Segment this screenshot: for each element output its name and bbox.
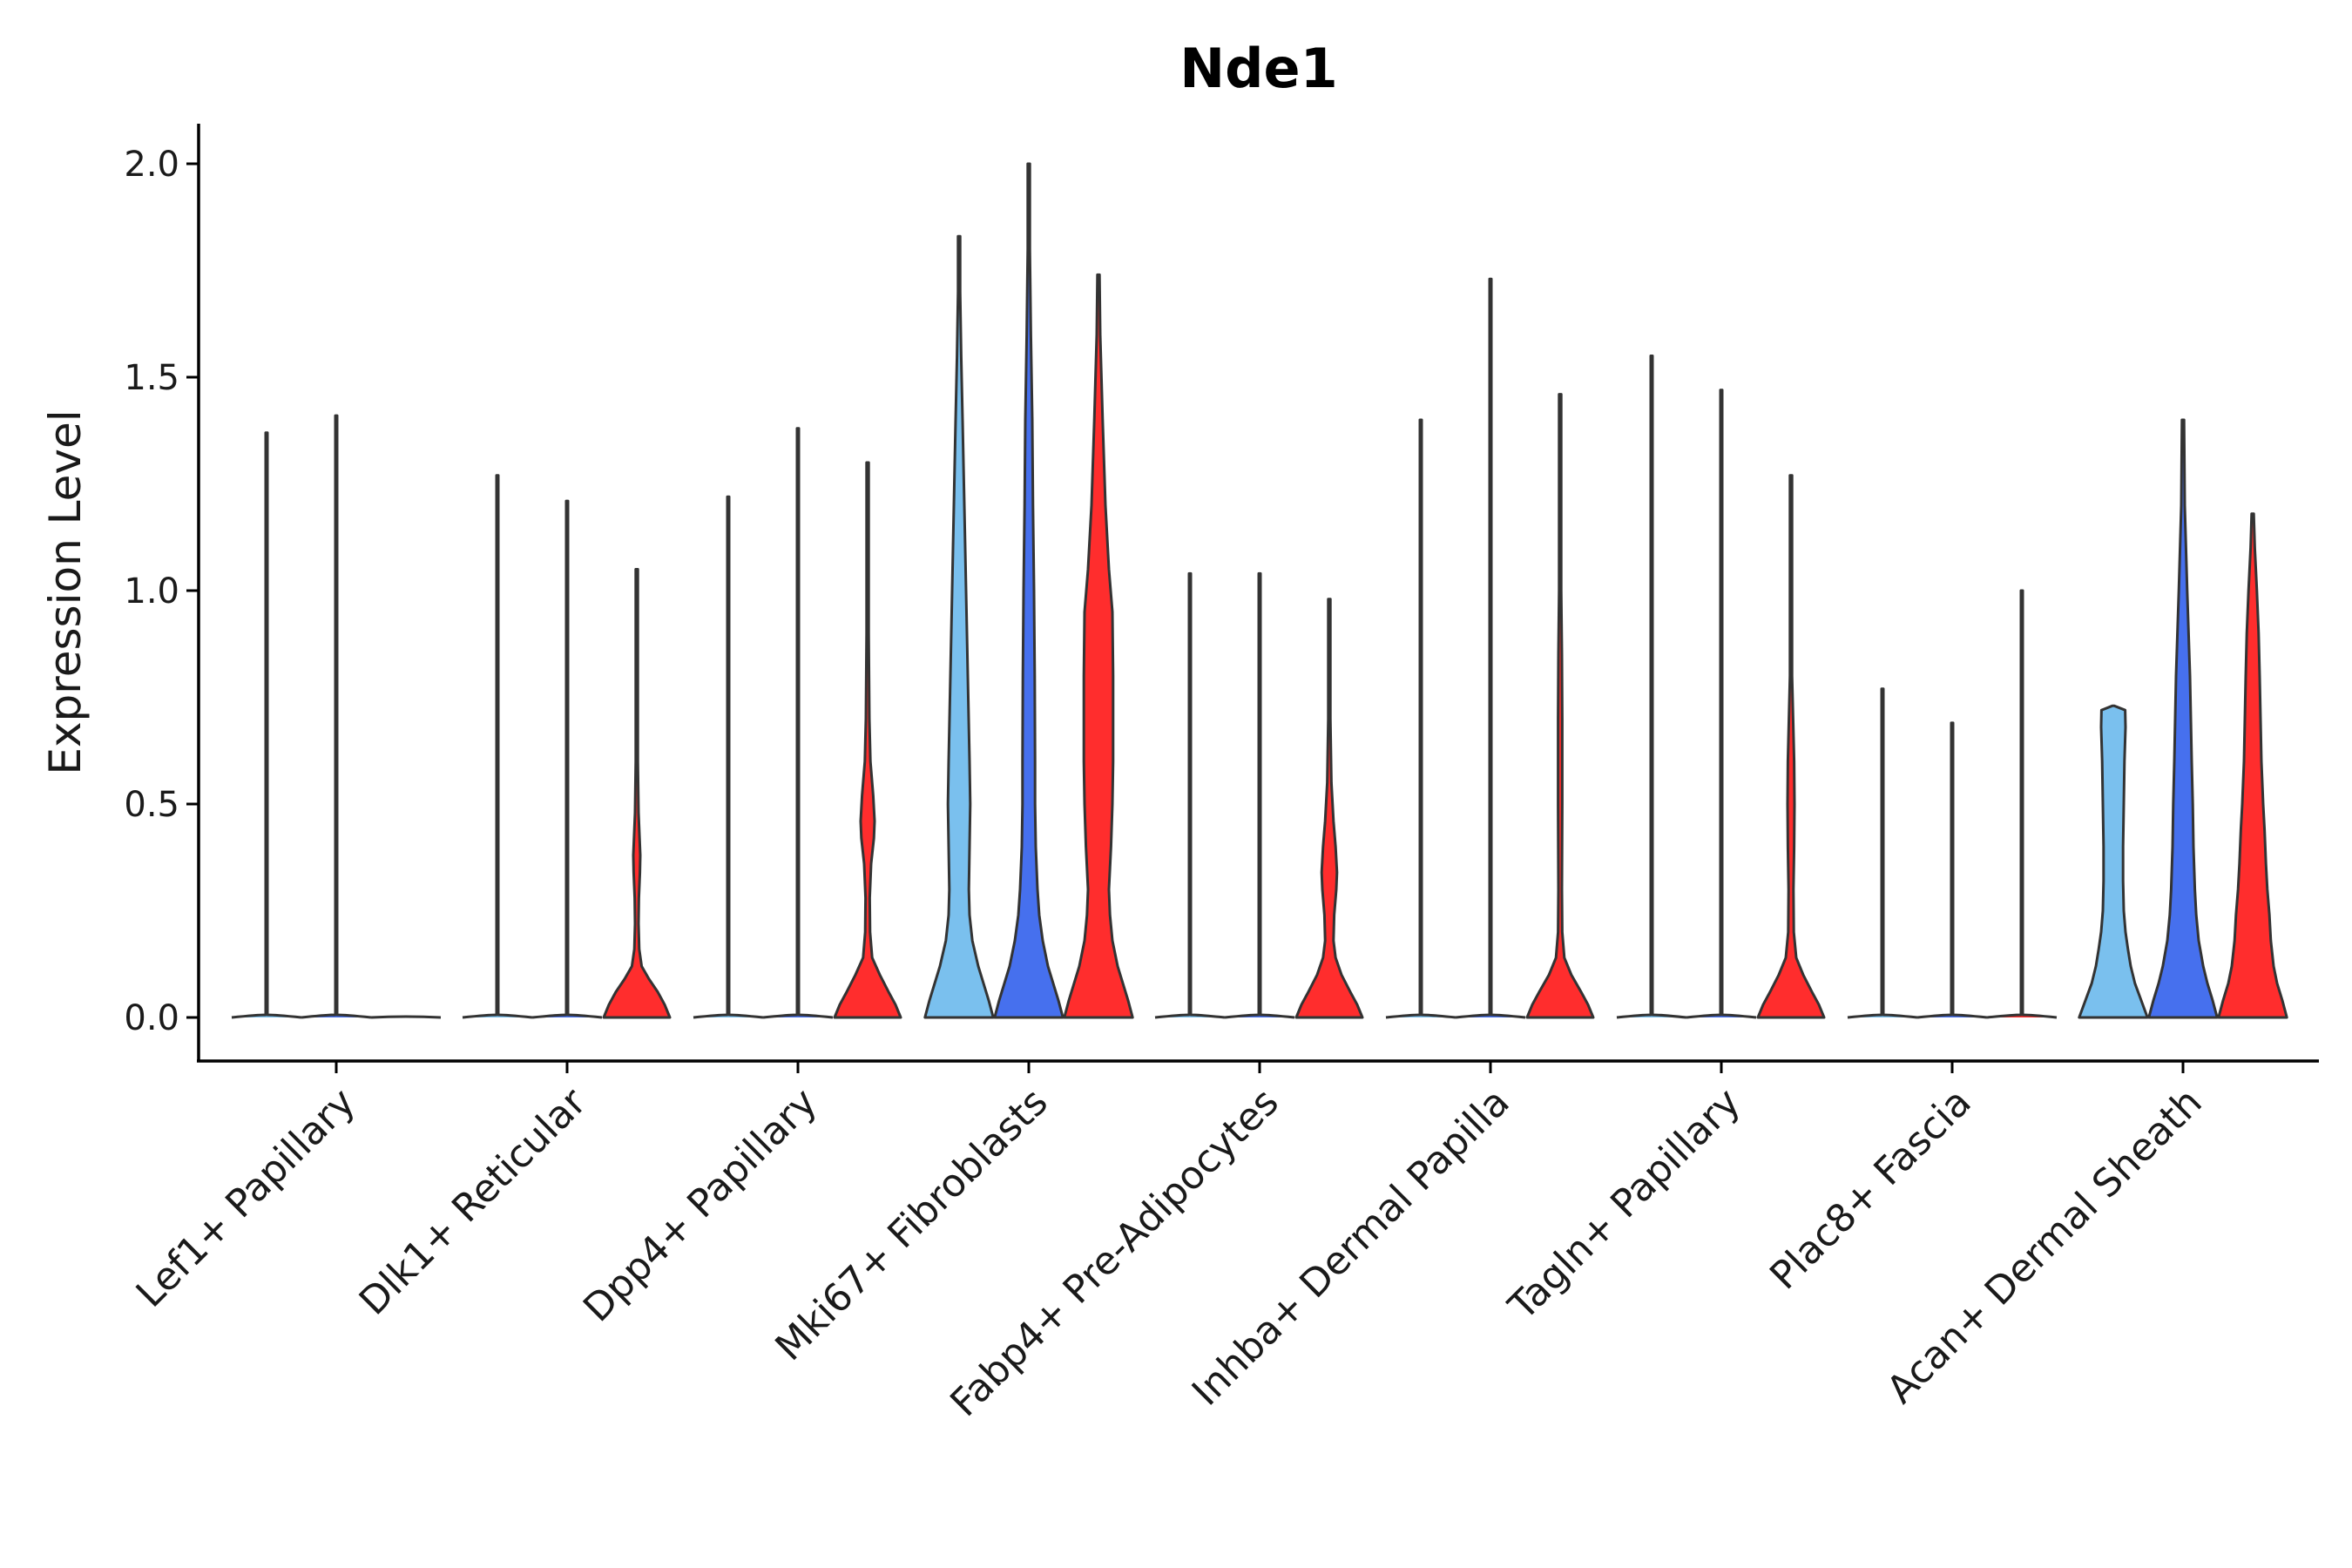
x-tick-label: Dpp4+ Papillary: [575, 1080, 826, 1331]
x-tick-label: Plac8+ Fascia: [1761, 1080, 1980, 1299]
chart-title: Nde1: [1179, 37, 1337, 100]
violin-shape: [833, 461, 902, 1019]
y-tick-label: 0.0: [124, 998, 179, 1038]
violin-shape: [993, 162, 1064, 1019]
violin-spike: [1385, 418, 1456, 1019]
violin-spike: [462, 474, 533, 1019]
violin-shape: [2078, 704, 2149, 1019]
violin-spike: [1224, 571, 1295, 1019]
y-tick-label: 1.0: [124, 571, 179, 612]
plot-area: [231, 162, 2288, 1019]
violin-spike: [1986, 589, 2058, 1019]
violin-spike: [1455, 277, 1526, 1019]
y-axis-ticks: 0.0 0.5 1.0 1.5 2.0: [124, 145, 199, 1038]
x-tick-label: Dlk1+ Reticular: [351, 1079, 596, 1324]
violin-shape: [1294, 598, 1364, 1019]
violin-spike: [531, 499, 603, 1019]
x-tick-label: Tagln+ Papillary: [1500, 1080, 1749, 1329]
violin-shape: [1525, 393, 1595, 1019]
violin-spike: [1686, 389, 1757, 1019]
y-tick-label: 0.5: [124, 785, 179, 825]
y-tick-label: 1.5: [124, 358, 179, 398]
violin-shape: [923, 234, 995, 1019]
violin-spike: [301, 414, 372, 1019]
violin-spike: [693, 495, 764, 1019]
violin-shape: [1063, 273, 1134, 1019]
violin-shape: [602, 568, 672, 1019]
violin-shape: [2217, 512, 2288, 1019]
violin-spike: [1616, 355, 1687, 1019]
violin-spike: [1154, 571, 1226, 1019]
violin-spike: [762, 427, 834, 1019]
y-axis-label: Expression Level: [40, 409, 91, 774]
violin-spike: [231, 431, 302, 1019]
y-tick-label: 2.0: [124, 145, 179, 185]
x-tick-label: Lef1+ Papillary: [128, 1080, 364, 1316]
violin-spike: [1847, 687, 1918, 1019]
violin-shape: [2147, 418, 2219, 1019]
violin-spike: [1916, 721, 1988, 1019]
violin-shape: [1756, 474, 1826, 1019]
